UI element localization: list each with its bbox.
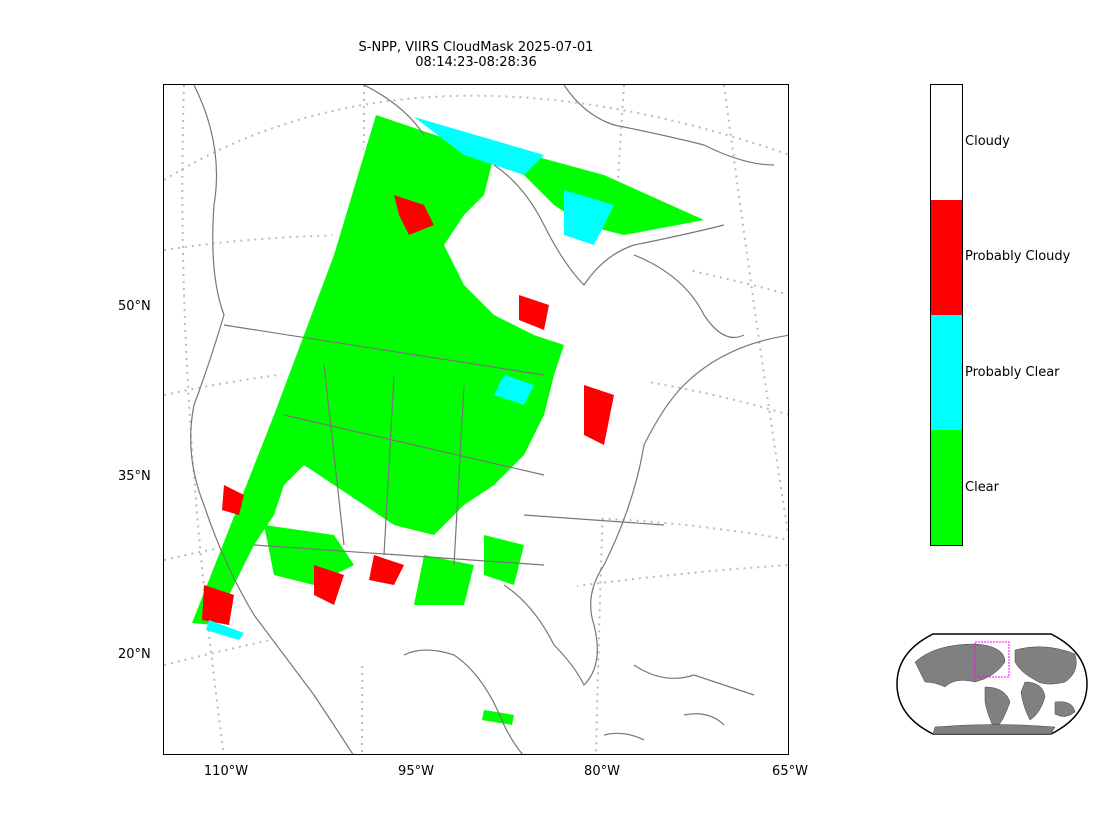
lon-tick-80: 80°W — [584, 764, 620, 779]
colorbar-swatch-clear — [931, 430, 962, 545]
swath — [192, 115, 709, 725]
lon-tick-65: 65°W — [772, 764, 808, 779]
lat-tick-35: 35°N — [118, 469, 151, 484]
inset-extent-box — [974, 641, 1010, 678]
colorbar-label-probably-clear: Probably Clear — [965, 365, 1060, 380]
clear-region — [192, 115, 564, 625]
lon-tick-95: 95°W — [398, 764, 434, 779]
lon-tick-110: 110°W — [203, 764, 249, 779]
colorbar-label-cloudy: Cloudy — [965, 134, 1010, 149]
colorbar-swatch-probably-clear — [931, 315, 962, 430]
colorbar-swatch-cloudy — [931, 85, 962, 200]
lat-tick-50: 50°N — [118, 299, 151, 314]
map-panel — [163, 84, 789, 755]
colorbar-label-clear: Clear — [965, 480, 999, 495]
colorbar-swatch-probably-cloudy — [931, 200, 962, 315]
coastlines — [190, 85, 788, 754]
title-line-2: 08:14:23-08:28:36 — [415, 55, 537, 70]
map-title: S-NPP, VIIRS CloudMask 2025-07-01 08:14:… — [296, 40, 656, 70]
cloud-mask-map — [164, 85, 788, 754]
colorbar-label-probably-cloudy: Probably Cloudy — [965, 249, 1071, 264]
colorbar — [930, 84, 963, 546]
globe-inset-map — [896, 633, 1088, 735]
title-line-1: S-NPP, VIIRS CloudMask 2025-07-01 — [358, 40, 594, 55]
lat-tick-20: 20°N — [118, 647, 151, 662]
